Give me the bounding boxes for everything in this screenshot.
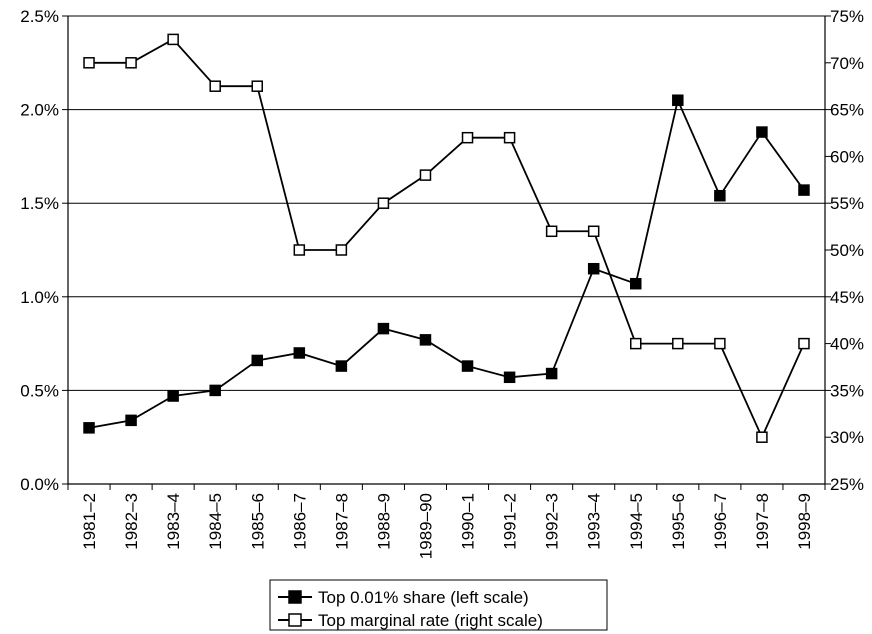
left-tick-label: 2.0%: [20, 101, 59, 120]
data-point: [503, 371, 516, 384]
x-tick-label: 1985–6: [248, 493, 267, 550]
data-point: [167, 33, 179, 46]
series-line: [89, 38, 805, 440]
x-tick-label: 1995–6: [669, 493, 688, 550]
data-point: [798, 184, 810, 196]
data-point: [545, 367, 558, 380]
legend-box: [269, 579, 608, 631]
data-point: [335, 244, 348, 256]
data-point: [756, 431, 768, 443]
data-point: [125, 57, 137, 69]
right-tick-label: 55%: [830, 194, 864, 213]
data-point: [251, 354, 263, 367]
series-layer: [83, 33, 810, 443]
series-2: [83, 33, 810, 443]
left-tick-label: 1.5%: [20, 194, 59, 213]
x-tick-label: 1992–3: [543, 493, 562, 550]
data-point: [503, 131, 516, 144]
data-point: [209, 80, 221, 92]
data-point: [587, 262, 600, 275]
x-tick-label: 1984–5: [206, 493, 225, 550]
data-point: [714, 337, 726, 350]
data-point: [461, 360, 474, 372]
x-tick-label: 1998–9: [795, 493, 814, 550]
data-point: [672, 94, 684, 106]
x-tick-label: 1996–7: [711, 493, 730, 550]
data-point: [630, 277, 642, 290]
data-point: [419, 169, 432, 181]
x-axis-ticks: 1981–2 1982–3 1983–4 1984–5 1985–6 1986–7 1987…: [67, 484, 826, 559]
data-point: [798, 337, 810, 350]
data-point: [83, 422, 95, 434]
data-point: [83, 57, 95, 69]
right-tick-label: 65%: [830, 101, 864, 120]
x-tick-label: 1989–90: [416, 493, 435, 559]
right-tick-label: 50%: [830, 241, 864, 260]
data-point: [335, 360, 348, 372]
series-line: [88, 97, 805, 429]
right-tick-label: 70%: [830, 54, 864, 73]
x-tick-label: 1991–2: [501, 493, 520, 550]
x-tick-label: 1988–9: [374, 493, 393, 550]
left-tick-label: 1.0%: [20, 288, 59, 307]
data-point: [377, 322, 390, 335]
right-tick-label: 30%: [830, 428, 864, 447]
data-point: [293, 347, 306, 359]
x-tick-label: 1990–1: [459, 493, 478, 550]
gridlines: [68, 15, 825, 485]
data-point: [251, 80, 263, 92]
x-tick-label: 1994–5: [627, 493, 646, 550]
x-tick-label: 1982–3: [122, 493, 141, 550]
x-tick-label: 1983–4: [164, 493, 183, 550]
right-tick-label: 25%: [830, 475, 864, 494]
series-1: [83, 94, 810, 434]
right-axis-ticks: 25% 30% 35% 40% 45% 50% 55% 60% 65% 70% 75%: [825, 7, 864, 494]
x-tick-label: 1997–8: [753, 493, 772, 550]
data-point: [461, 131, 474, 144]
data-point: [587, 225, 600, 238]
data-point: [630, 337, 642, 350]
x-tick-label: 1993–4: [585, 493, 604, 550]
left-axis-ticks: 0.0% 0.5% 1.0% 1.5% 2.0% 2.5%: [20, 7, 68, 494]
data-point: [125, 414, 137, 427]
data-point: [756, 126, 768, 138]
data-point: [672, 337, 684, 350]
legend-label-series-2: Top marginal rate (right scale): [318, 611, 543, 630]
left-tick-label: 0.0%: [20, 475, 59, 494]
right-tick-label: 40%: [830, 335, 864, 354]
right-tick-label: 60%: [830, 147, 864, 166]
x-tick-label: 1986–7: [290, 493, 309, 550]
right-tick-label: 45%: [830, 288, 864, 307]
data-point: [545, 225, 558, 238]
legend-marker-series-1: [288, 590, 302, 604]
data-point: [377, 197, 390, 209]
data-point: [419, 334, 432, 346]
x-tick-label: 1987–8: [332, 493, 351, 550]
left-tick-label: 0.5%: [20, 381, 59, 400]
data-point: [209, 384, 221, 397]
legend: Top 0.01% share (left scale) Top margina…: [269, 579, 608, 631]
x-tick-label: 1981–2: [80, 493, 99, 550]
axes: [67, 16, 826, 485]
data-point: [167, 390, 179, 402]
left-tick-label: 2.5%: [20, 7, 59, 26]
data-point: [714, 189, 726, 202]
legend-marker-series-2: [288, 613, 302, 627]
legend-label-series-1: Top 0.01% share (left scale): [318, 588, 529, 607]
right-tick-label: 35%: [830, 381, 864, 400]
data-point: [293, 244, 306, 256]
right-tick-label: 75%: [830, 7, 864, 26]
